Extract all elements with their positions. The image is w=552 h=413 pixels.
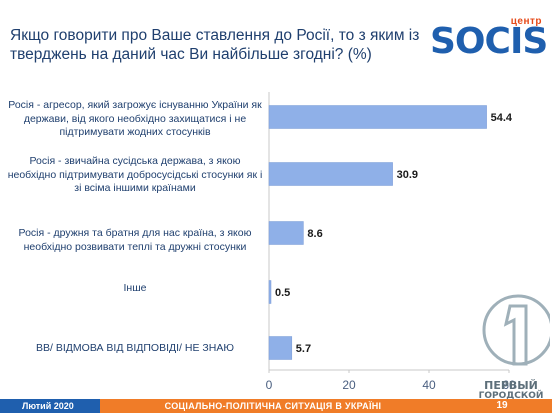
category-label: ВВ/ ВІДМОВА ВІД ВІДПОВІДІ/ НЕ ЗНАЮ (36, 342, 234, 354)
x-tick-label: 40 (422, 378, 436, 392)
category-label: Росія - дружня та братня для нас країна,… (18, 227, 252, 253)
data-label: 30.9 (397, 169, 418, 181)
footer-date: Лютий 2020 (0, 399, 100, 413)
socis-logo: центр SOCIS (428, 16, 548, 62)
logo-small-text: центр (510, 16, 542, 27)
bar (268, 280, 272, 304)
first-city-logo-icon (482, 294, 550, 366)
chart-title: Якщо говорити про Ваше ставлення до Росі… (10, 27, 420, 63)
category-label: Інше (123, 282, 147, 294)
logo-text: SOCIS (430, 21, 548, 62)
page-number: 19 (496, 400, 508, 411)
footer-caption: СОЦІАЛЬНО-ПОЛІТИЧНА СИТУАЦІЯ В УКРАЇНІ (164, 401, 382, 411)
watermark-text: ПЕРВЫЙ ГОРОДСКОЙ (470, 380, 552, 402)
category-label: Росія - звичайна сусідська держава, з як… (7, 155, 263, 194)
data-label: 54.4 (491, 112, 513, 124)
data-label: 5.7 (296, 343, 311, 355)
bar-chart: 54.4 30.9 8.6 0.5 5.7 0 20 40 60 (266, 92, 516, 392)
watermark-line2: ГОРОДСКОЙ (478, 391, 544, 401)
data-label: 0.5 (275, 287, 290, 299)
bar (268, 336, 293, 360)
watermark-line1: ПЕРВЫЙ (484, 379, 538, 392)
category-label: Росія - агресор, який загрожує існуванню… (8, 99, 262, 138)
x-tick-label: 60 (502, 378, 516, 392)
x-tick-label: 20 (342, 378, 356, 392)
bar (268, 221, 304, 245)
data-label: 8.6 (307, 228, 322, 240)
bar (268, 162, 393, 186)
bar (268, 105, 487, 129)
footer-bar: Лютий 2020 СОЦІАЛЬНО-ПОЛІТИЧНА СИТУАЦІЯ … (0, 399, 552, 413)
x-tick-label: 0 (266, 378, 273, 392)
